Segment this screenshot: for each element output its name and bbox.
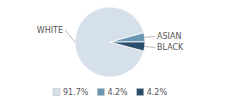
- leader-line: [65, 30, 75, 42]
- slice-label: WHITE: [37, 26, 63, 35]
- pie-slice: [110, 42, 145, 51]
- pie: [75, 7, 145, 77]
- legend-label: 4.2%: [107, 88, 128, 97]
- pie-slice: [110, 33, 145, 42]
- slice-label: ASIAN: [157, 32, 181, 41]
- leader-line: [145, 36, 155, 38]
- slice-label: BLACK: [157, 43, 184, 52]
- chart: WHITE ASIAN BLACK 91.7% 4.2% 4.2%: [0, 0, 240, 100]
- slice-labels: WHITE ASIAN BLACK: [37, 26, 184, 52]
- legend-label: 4.2%: [147, 88, 168, 97]
- legend-swatch: [97, 89, 104, 96]
- legend: 91.7% 4.2% 4.2%: [53, 88, 167, 97]
- leader-line: [145, 46, 155, 48]
- legend-swatch: [53, 89, 60, 96]
- legend-label: 91.7%: [63, 88, 89, 97]
- legend-swatch: [137, 89, 144, 96]
